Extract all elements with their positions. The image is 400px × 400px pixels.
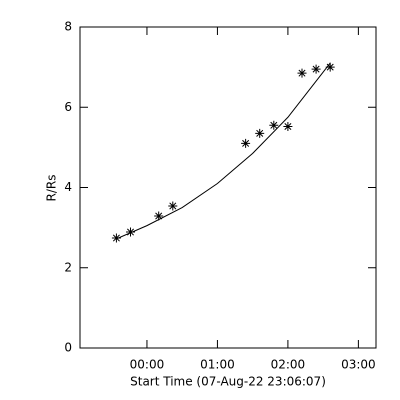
fit-line [116,62,331,240]
y-axis-label: R/Rs [45,175,59,202]
data-point [283,122,293,132]
y-tick-label: 4 [64,180,72,194]
x-tick-label: 03:00 [341,358,376,372]
data-point [154,211,164,221]
y-tick-label: 0 [64,341,72,355]
data-point [297,68,307,78]
data-point [325,62,335,72]
data-point [269,120,279,130]
data-point [168,201,178,211]
data-point [255,128,265,138]
x-axis-label: Start Time (07-Aug-22 23:06:07) [130,375,326,389]
y-tick-label: 2 [64,260,72,274]
x-tick-label: 02:00 [271,358,306,372]
x-tick-label: 01:00 [200,358,235,372]
plot-frame [79,26,377,349]
data-point [126,227,136,237]
data-point [111,233,121,243]
data-point [311,64,321,74]
x-tick-label: 00:00 [130,358,165,372]
y-tick-label: 8 [64,20,72,34]
data-point [241,138,251,148]
y-tick-label: 6 [64,100,72,114]
